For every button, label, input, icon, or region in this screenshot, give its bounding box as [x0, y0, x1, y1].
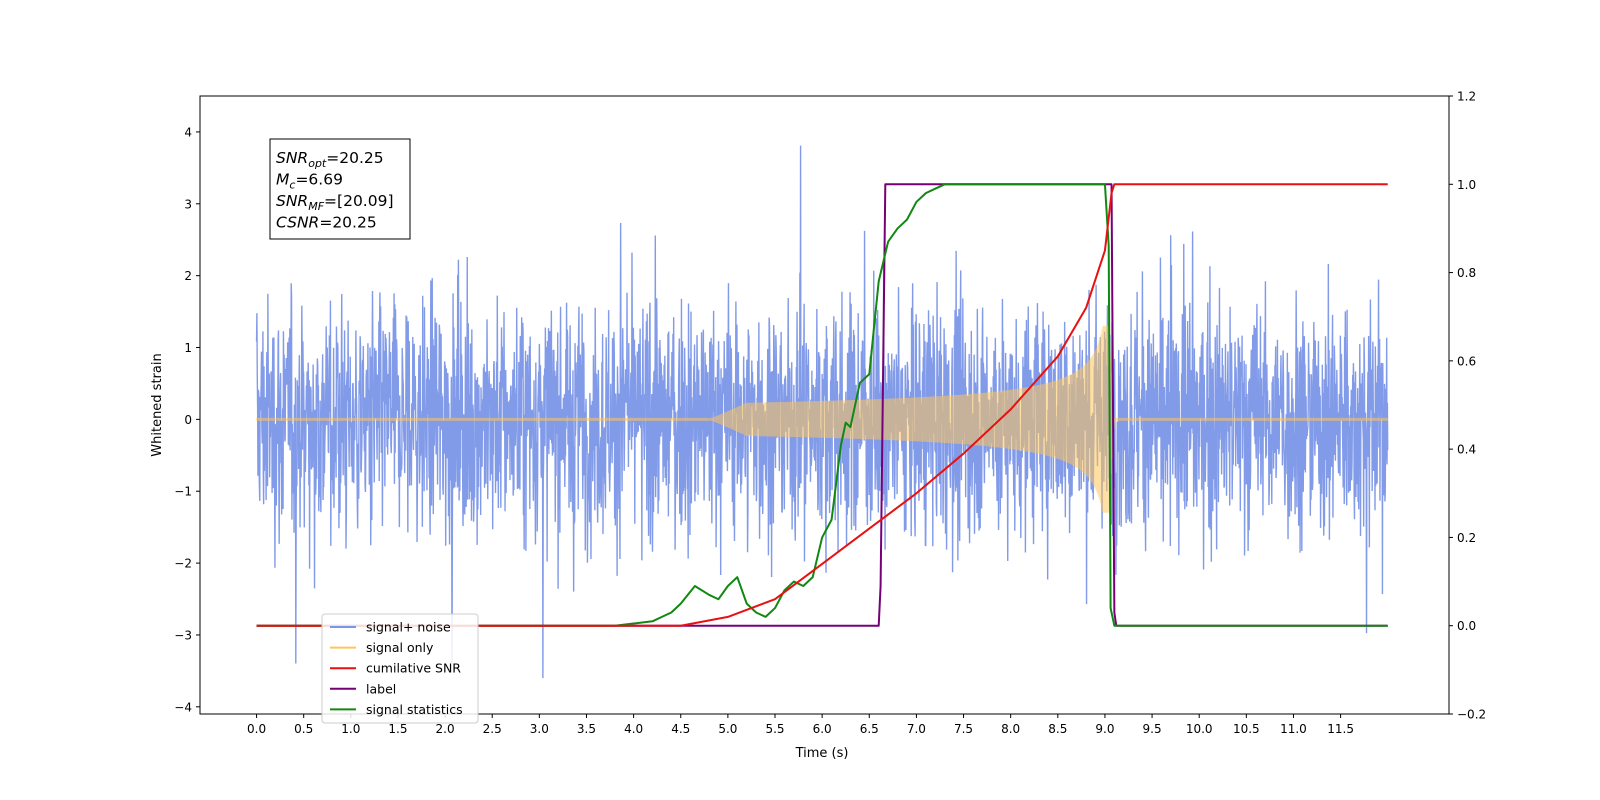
- y2-tick-label: 1.2: [1457, 90, 1476, 104]
- legend-label: label: [366, 681, 396, 696]
- x-tick-label: 10.5: [1233, 722, 1260, 736]
- annotation-line: SNRopt=20.25: [276, 149, 384, 170]
- y-tick-label: 3: [184, 197, 192, 211]
- y-tick-label: 2: [184, 269, 192, 283]
- annotation-line: CSNR=20.25: [276, 214, 377, 232]
- y-tick-label: −1: [174, 485, 192, 499]
- series-cumulative-snr-line: [256, 183, 1388, 627]
- x-tick-label: 9.0: [1095, 722, 1114, 736]
- annotation-frame: [269, 138, 411, 240]
- x-tick-label: 7.5: [954, 722, 973, 736]
- legend-frame: [321, 613, 479, 724]
- x-tick-label: 6.0: [813, 722, 832, 736]
- legend-label: signal+ noise: [366, 620, 451, 635]
- x-axis: 0.0 0.5 1.0 1.5 2.0 2.5 3.0 3.5 4.0 4.5 5.0 5.5 6.0 6…: [247, 714, 1354, 736]
- annotation-line: Mc=6.69: [276, 171, 343, 192]
- x-tick-label: 2.0: [436, 722, 455, 736]
- y2-tick-label: 0.8: [1457, 266, 1476, 280]
- x-tick-label: 1.5: [388, 722, 407, 736]
- y-axis-label: Whitened strain: [150, 353, 165, 456]
- x-tick-label: 11.5: [1327, 722, 1354, 736]
- y2-tick-label: 1.0: [1457, 178, 1476, 192]
- x-tick-label: 6.5: [860, 722, 879, 736]
- x-tick-label: 10.0: [1186, 722, 1213, 736]
- x-tick-label: 11.0: [1280, 722, 1307, 736]
- legend-label: signal only: [366, 640, 434, 655]
- x-tick-label: 4.5: [671, 722, 690, 736]
- x-tick-label: 9.5: [1143, 722, 1162, 736]
- x-tick-label: 3.5: [577, 722, 596, 736]
- y-tick-label: −2: [174, 557, 192, 571]
- x-axis-label: Time (s): [795, 746, 849, 761]
- x-tick-label: 5.0: [718, 722, 737, 736]
- y-axis-right: −0.2 0.0 0.2 0.4 0.6 0.8 1.0 1.2: [1449, 90, 1486, 722]
- legend: signal+ noise signal only cumilative SNR la…: [321, 613, 479, 724]
- legend-label: signal statistics: [366, 702, 463, 717]
- x-tick-label: 5.5: [765, 722, 784, 736]
- y2-tick-label: 0.0: [1457, 619, 1476, 633]
- x-tick-label: 8.0: [1001, 722, 1020, 736]
- x-tick-label: 8.5: [1048, 722, 1067, 736]
- y2-tick-label: 0.4: [1457, 443, 1476, 457]
- y-axis-left: −4 −3 −2 −1 0 1 2 3 4: [174, 125, 200, 714]
- x-tick-label: 7.0: [907, 722, 926, 736]
- legend-label: cumilative SNR: [366, 661, 461, 676]
- y2-tick-label: −0.2: [1457, 708, 1486, 722]
- annotation-line: SNRMF=[20.09]: [276, 192, 394, 213]
- x-tick-label: 4.0: [624, 722, 643, 736]
- y-tick-label: 0: [184, 413, 192, 427]
- y-tick-label: 1: [184, 341, 192, 355]
- snr-annotation-box: SNRopt=20.25Mc=6.69SNRMF=[20.09]CSNR=20.…: [269, 138, 411, 240]
- y2-tick-label: 0.6: [1457, 354, 1476, 368]
- x-tick-label: 0.5: [294, 722, 313, 736]
- y2-tick-label: 0.2: [1457, 531, 1476, 545]
- y-tick-label: −3: [174, 628, 192, 642]
- x-tick-label: 1.0: [341, 722, 360, 736]
- x-tick-label: 0.0: [247, 722, 266, 736]
- data-layer: [255, 145, 1389, 679]
- series-signal-only-line: [255, 325, 1389, 513]
- series-signal-statistics-line: [256, 183, 1388, 627]
- y-tick-label: 4: [184, 125, 192, 139]
- x-tick-label: 2.5: [483, 722, 502, 736]
- series-signal-noise-line: [255, 145, 1389, 679]
- x-tick-label: 3.0: [530, 722, 549, 736]
- y-tick-label: −4: [174, 700, 192, 714]
